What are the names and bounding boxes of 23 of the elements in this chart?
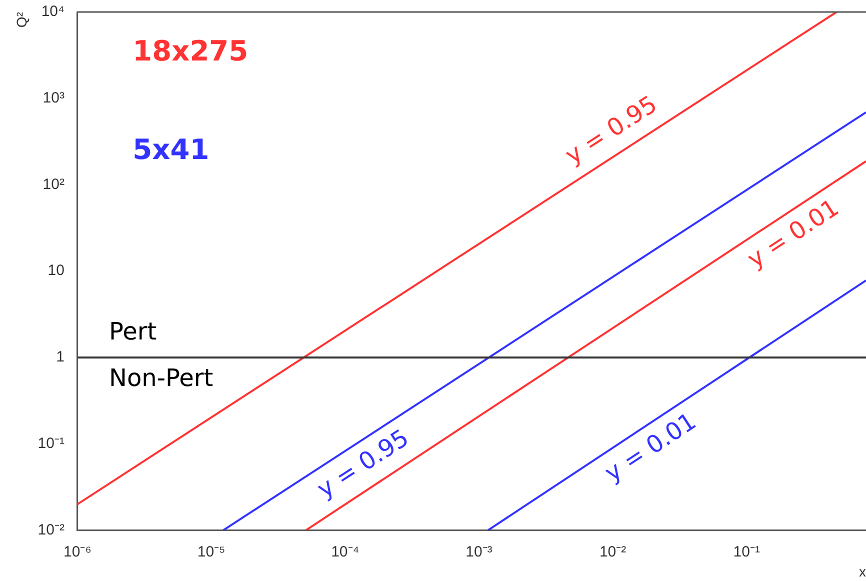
y-tick-label: 10⁴ [41, 3, 64, 20]
x-tick-label: 10⁻¹ [733, 543, 760, 560]
y-tick-label: 1 [56, 348, 64, 366]
y-axis-title: Q² [13, 12, 30, 28]
y-tick-label: 10 [48, 262, 64, 280]
x-tick-label: 10⁻⁴ [331, 543, 360, 560]
y-tick-label: 10³ [42, 90, 64, 107]
y-tick-label: 10² [42, 176, 64, 193]
x-tick-label: 10⁻⁶ [64, 543, 92, 560]
annotation: 5x41 [132, 133, 210, 166]
y-tick-label: 10⁻¹ [38, 434, 64, 452]
text: y = 0.01 [742, 193, 844, 274]
x-axis-title: x [859, 563, 866, 580]
annotation: 18x275 [132, 34, 248, 68]
annotation: Non-Pert [109, 364, 214, 392]
x-tick-label: 10⁻⁵ [197, 543, 226, 560]
annotation: Pert [109, 318, 157, 346]
text: y = 0.95 [312, 424, 414, 504]
text: y = 0.01 [600, 407, 702, 488]
y-tick-label: 10⁻² [38, 521, 64, 538]
x-tick-label: 10⁻² [599, 543, 626, 560]
text: y = 0.95 [560, 90, 662, 170]
x-tick-label: 10⁻³ [466, 543, 492, 560]
